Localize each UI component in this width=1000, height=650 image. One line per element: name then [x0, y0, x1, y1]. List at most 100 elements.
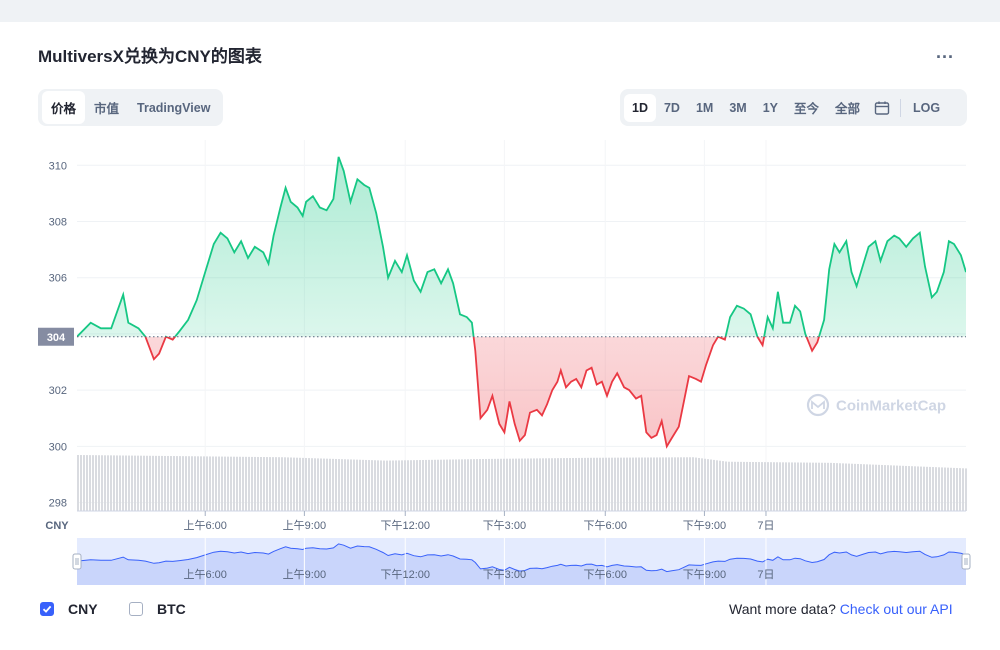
price-line-up: [77, 156, 966, 337]
volume-bar: [458, 459, 460, 511]
volume-bar: [902, 465, 904, 511]
volume-bar: [917, 466, 919, 511]
volume-bar: [269, 457, 271, 511]
volume-bar: [293, 457, 295, 511]
volume-bar: [230, 456, 232, 511]
navigator-tick-label: 下午12:00: [380, 568, 430, 581]
calendar-icon[interactable]: [874, 101, 890, 115]
volume-bar: [302, 457, 304, 511]
volume-bar: [326, 458, 328, 511]
volume-bar: [524, 458, 526, 511]
volume-bar: [548, 458, 550, 511]
volume-bar: [887, 465, 889, 511]
navigator-tick-label: 上午9:00: [283, 568, 326, 581]
volume-bar: [419, 460, 421, 511]
y-tick-label: 308: [49, 217, 67, 229]
volume-bar: [473, 459, 475, 511]
volume-bar: [128, 455, 130, 511]
volume-bar: [308, 458, 310, 511]
legend-cny[interactable]: CNY: [40, 601, 98, 617]
navigator-handle-left[interactable]: [72, 553, 82, 570]
volume-bar: [671, 457, 673, 511]
range-1y[interactable]: 1Y: [762, 100, 779, 115]
volume-bar: [551, 458, 553, 511]
volume-bar: [638, 457, 640, 511]
volume-bar: [593, 457, 595, 511]
volume-bar: [350, 459, 352, 511]
volume-bar: [620, 457, 622, 511]
volume-bar: [107, 455, 109, 511]
volume-bar: [935, 467, 937, 511]
volume-bar: [518, 458, 520, 511]
log-toggle[interactable]: LOG: [913, 100, 941, 115]
volume-bar: [950, 467, 952, 511]
btc-checkbox[interactable]: [129, 602, 143, 616]
volume-bar: [881, 464, 883, 511]
volume-bar: [761, 462, 763, 511]
volume-bar: [317, 458, 319, 511]
chart-type-tabs: 价格 市值 TradingView: [38, 89, 224, 126]
volume-bar: [497, 458, 499, 511]
volume-bar: [635, 457, 637, 511]
range-ytd[interactable]: 至今: [794, 102, 820, 116]
volume-bar: [698, 457, 700, 511]
volume-bar: [575, 457, 577, 511]
volume-bar: [791, 462, 793, 511]
range-all[interactable]: 全部: [835, 102, 861, 116]
more-options-icon[interactable]: ...: [936, 42, 955, 62]
volume-bar: [515, 458, 517, 511]
cny-checkbox[interactable]: [40, 602, 54, 616]
api-link[interactable]: Check out our API: [839, 601, 953, 617]
volume-bar: [719, 460, 721, 511]
watermark-logo-mark-icon: [811, 400, 825, 409]
volume-bar: [554, 458, 556, 511]
volume-bar: [359, 459, 361, 511]
legend-btc[interactable]: BTC: [129, 601, 186, 617]
navigator-handle-right[interactable]: [961, 553, 971, 570]
volume-bar: [509, 458, 511, 511]
volume-bar: [335, 458, 337, 511]
volume-bar: [563, 458, 565, 511]
volume-bar: [869, 464, 871, 511]
range-7d[interactable]: 7D: [663, 100, 680, 115]
volume-bar: [641, 457, 643, 511]
range-3m[interactable]: 3M: [729, 100, 747, 115]
volume-bar: [248, 456, 250, 511]
volume-bar: [182, 456, 184, 511]
price-area-up: [77, 156, 966, 337]
price-line-down: [77, 336, 820, 449]
volume-bar: [578, 457, 580, 511]
volume-bar: [281, 457, 283, 511]
volume-bar: [806, 462, 808, 511]
volume-bar: [392, 460, 394, 511]
volume-bar: [725, 461, 727, 511]
volume-bar: [731, 461, 733, 511]
volume-bar: [644, 457, 646, 511]
x-tick-label: 下午3:00: [483, 519, 526, 532]
volume-bar: [779, 462, 781, 511]
volume-bar: [692, 457, 694, 511]
volume-bar: [503, 458, 505, 511]
x-tick-label: 7日: [757, 520, 774, 532]
range-1m[interactable]: 1M: [695, 100, 714, 115]
volume-bar: [722, 461, 724, 511]
tab-price[interactable]: 价格: [42, 91, 86, 124]
volume-bar: [362, 459, 364, 511]
volume-bar: [860, 464, 862, 511]
range-1d[interactable]: 1D: [624, 93, 656, 122]
volume-bar: [440, 459, 442, 511]
volume-bar: [476, 459, 478, 511]
range-divider: [900, 98, 902, 117]
volume-bar: [455, 459, 457, 511]
volume-bar: [227, 456, 229, 511]
time-range-selector: 1D 7D 1M 3M 1Y 至今 全部 LOG: [620, 89, 967, 126]
tab-market-cap[interactable]: 市值: [94, 102, 120, 116]
volume-bar: [461, 459, 463, 511]
tab-tradingview[interactable]: TradingView: [137, 100, 211, 115]
volume-bar: [398, 460, 400, 511]
volume-bar: [668, 457, 670, 511]
volume-bar: [866, 464, 868, 511]
volume-bar: [608, 457, 610, 511]
volume-bar: [704, 458, 706, 511]
volume-bar: [632, 457, 634, 511]
